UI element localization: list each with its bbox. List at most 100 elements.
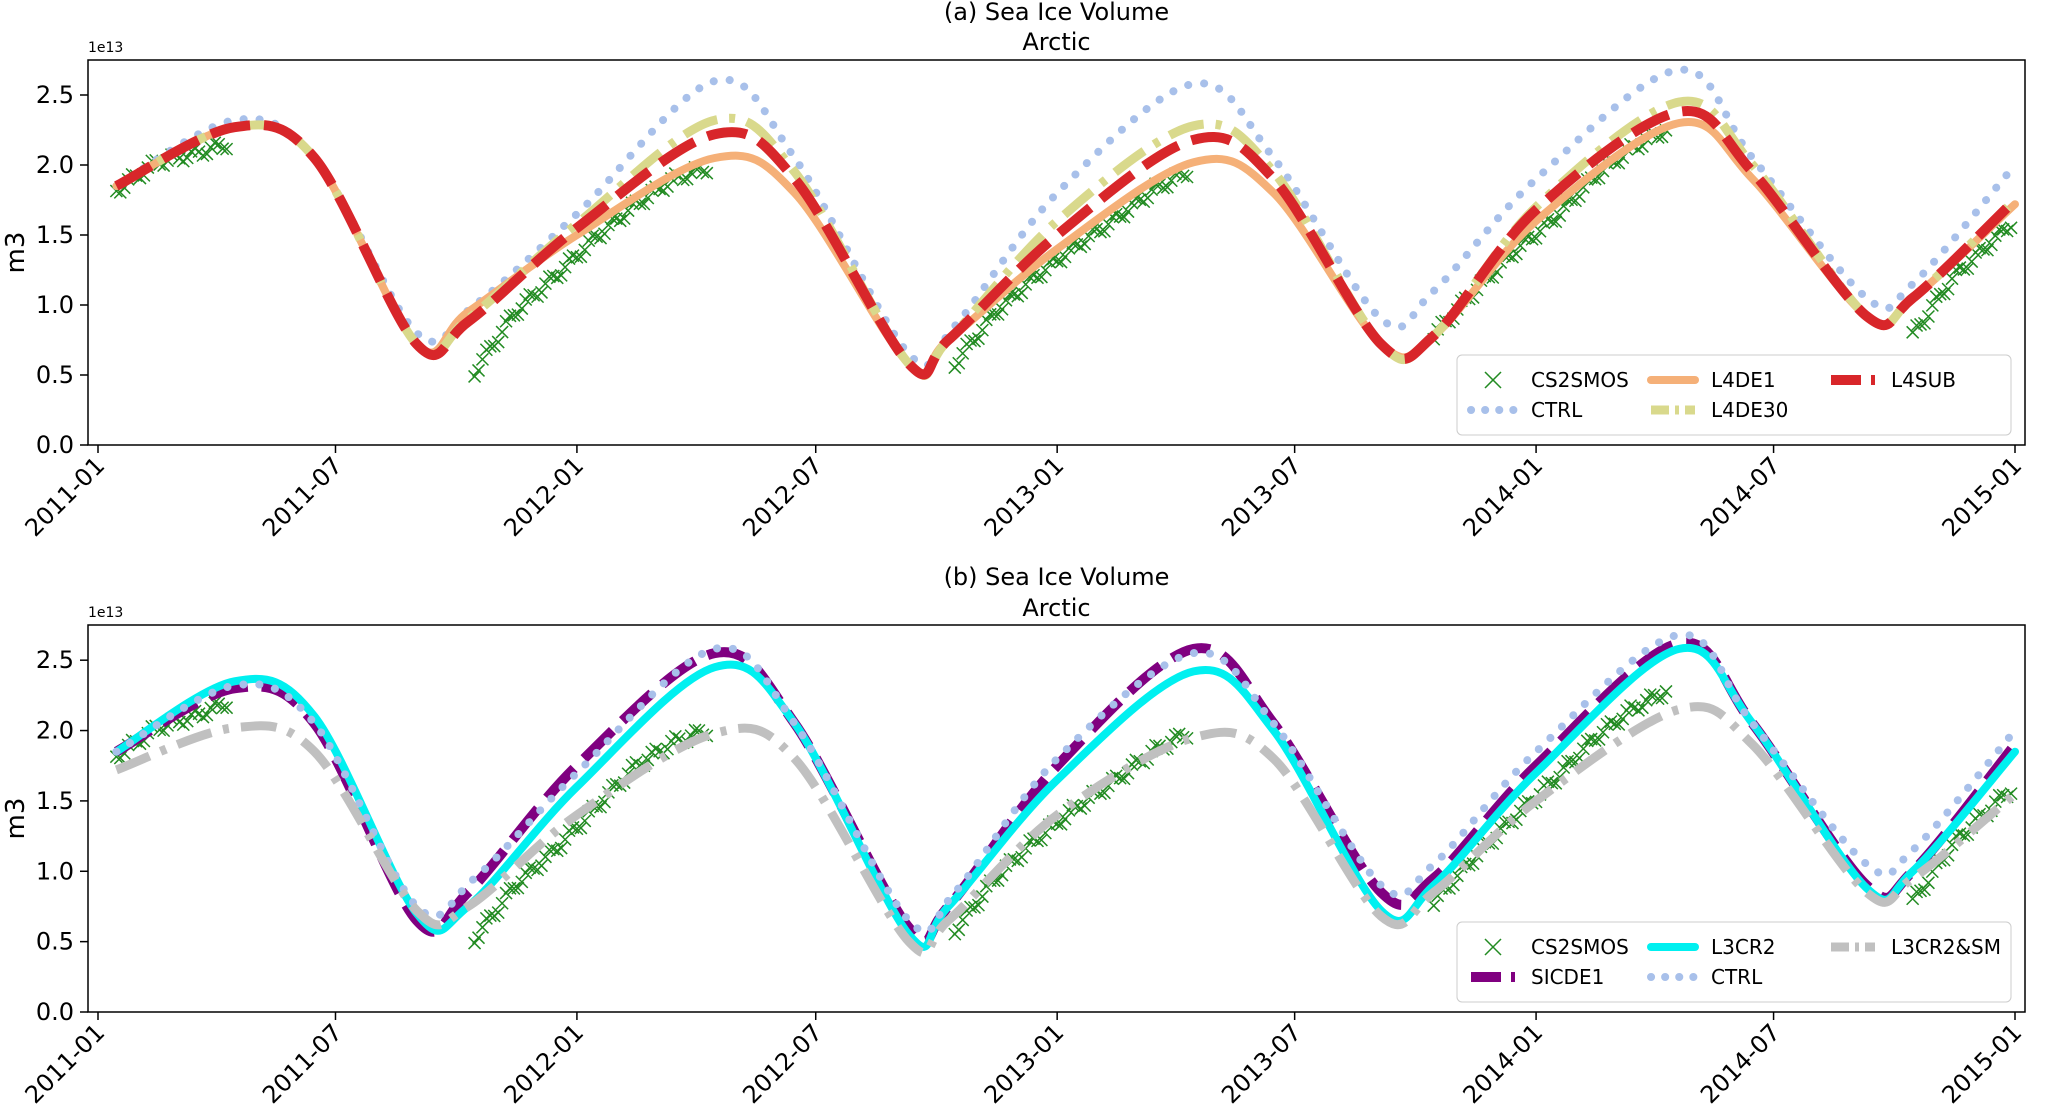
data-point [483, 909, 497, 923]
data-point [1545, 214, 1559, 228]
x-tick-label: 2011-07 [257, 1018, 348, 1109]
data-point [1917, 883, 1931, 897]
data-point [200, 147, 214, 161]
chart-title: (a) Sea Ice Volume [944, 0, 1169, 26]
data-point [495, 325, 509, 339]
data-point [987, 307, 1001, 321]
data-point [995, 302, 1009, 316]
data-point [1058, 250, 1072, 264]
x-tick-label: 2013-07 [1216, 451, 1307, 542]
data-point [971, 332, 985, 346]
data-point [1176, 169, 1190, 183]
x-tick-label: 2014-01 [1458, 1018, 1549, 1109]
data-point [495, 896, 509, 910]
legend-marker [1484, 371, 1502, 389]
data-point [1639, 693, 1653, 707]
plot-area [109, 630, 2019, 958]
legend-label: L3CR2&SM [1891, 935, 2001, 959]
data-point [1635, 701, 1649, 715]
x-tick-label: 2015-01 [1937, 451, 2028, 542]
series-line [112, 118, 2019, 378]
legend-label: L3CR2 [1711, 935, 1775, 959]
data-point [503, 309, 517, 323]
data-point [1925, 298, 1939, 312]
data-point [468, 936, 482, 950]
y-tick-label: 1.0 [36, 857, 74, 885]
data-point [475, 920, 489, 934]
data-point [1612, 717, 1626, 731]
y-tick-label: 2.5 [36, 646, 74, 674]
data-point [700, 166, 714, 180]
data-point [952, 923, 966, 937]
data-point [2004, 221, 2018, 235]
data-point [975, 323, 989, 337]
data-point [1976, 242, 1991, 256]
series-line [112, 643, 2019, 951]
data-point [617, 211, 631, 226]
data-point [196, 710, 210, 724]
chart-title: (b) Sea Ice Volume [944, 563, 1170, 591]
x-tick-label: 2011-07 [257, 451, 348, 542]
data-point [1549, 215, 1563, 229]
y-axis-label: m3 [1, 798, 31, 840]
data-point [1054, 255, 1068, 269]
data-point [550, 271, 564, 285]
y-axis-label: m3 [1, 232, 31, 274]
data-point [1541, 775, 1555, 789]
data-point [180, 714, 194, 728]
series-line [114, 702, 2018, 958]
legend-label: CTRL [1711, 965, 1763, 989]
data-point [507, 308, 521, 322]
data-point [1427, 899, 1441, 913]
data-point [967, 334, 982, 348]
x-tick-label: 2011-01 [20, 451, 111, 542]
x-tick-label: 2015-01 [1937, 1018, 2028, 1109]
data-point [1141, 191, 1155, 205]
y-tick-label: 2.0 [36, 717, 74, 745]
data-point [680, 172, 694, 186]
legend: CS2SMOS CTRL L4DE1 L4DE30 L4SUB [1456, 354, 2012, 436]
data-point [590, 230, 604, 244]
data-point [574, 250, 588, 264]
data-point [216, 142, 230, 156]
data-point [1961, 262, 1975, 276]
axes-frame [87, 624, 2026, 1013]
data-point [1533, 224, 1547, 238]
data-point [216, 701, 230, 715]
legend: CS2SMOS SICDE1 L3CR2 CTRL L3CR2&SM [1456, 921, 2012, 1003]
data-point [554, 841, 568, 855]
x-tick-label: 2013-01 [979, 1018, 1070, 1109]
data-point [1160, 180, 1174, 194]
y-tick-label: 2.0 [36, 151, 74, 179]
data-point [507, 881, 521, 895]
data-point [649, 742, 663, 756]
data-point [1596, 725, 1610, 739]
data-point [597, 227, 612, 241]
data-point [1129, 753, 1143, 767]
data-point [1996, 222, 2010, 236]
data-point [641, 753, 655, 767]
y-tick-label: 1.5 [36, 787, 74, 815]
x-tick-label: 2012-01 [498, 451, 589, 542]
data-point [554, 268, 568, 282]
data-point [1604, 715, 1618, 729]
y-offset-label: 1e13 [88, 605, 123, 621]
y-tick-label: 0.0 [36, 998, 74, 1026]
legend-label: L4DE1 [1711, 368, 1776, 392]
data-point [208, 136, 222, 150]
data-point [1631, 703, 1645, 717]
x-tick-label: 2012-07 [737, 451, 828, 542]
data-point [1988, 795, 2002, 809]
data-point [515, 302, 529, 316]
y-tick-label: 0.5 [36, 361, 74, 389]
data-point [1180, 170, 1194, 184]
x-tick-label: 2013-07 [1216, 1018, 1307, 1109]
panel-b: (b) Sea Ice Volume Arctic 1e13 m3 0.0 0.5 1.0 1… [1, 563, 2027, 1109]
data-point [1078, 237, 1092, 251]
data-point [1992, 788, 2006, 802]
data-point [534, 285, 549, 299]
data-point [991, 307, 1005, 322]
data-point [975, 890, 989, 904]
